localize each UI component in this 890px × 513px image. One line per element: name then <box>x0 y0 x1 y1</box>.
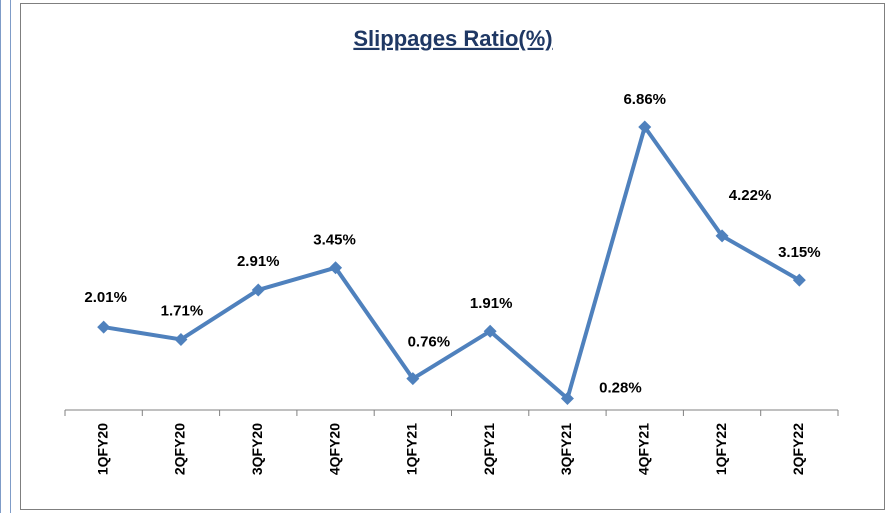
x-tick-label: 3QFY20 <box>249 423 265 475</box>
x-tick-label: 2QFY22 <box>790 423 806 475</box>
x-tick-label: 1QFY21 <box>404 423 420 475</box>
x-tick-label: 2QFY20 <box>172 423 188 475</box>
data-label: 1.91% <box>470 295 513 312</box>
x-tick-label: 1QFY20 <box>94 423 110 475</box>
marker <box>560 391 574 405</box>
data-label: 0.28% <box>599 379 642 396</box>
data-label: 6.86% <box>623 91 666 108</box>
x-tick-label: 1QFY22 <box>713 423 729 475</box>
marker <box>251 283 265 297</box>
marker <box>406 372 420 386</box>
data-label: 4.22% <box>729 187 772 204</box>
line <box>103 125 801 401</box>
data-label: 0.76% <box>408 334 451 351</box>
side-border <box>0 0 11 513</box>
data-label: 1.71% <box>161 302 204 319</box>
x-tick-label: 4QFY20 <box>326 423 342 475</box>
x-tick-label: 2QFY21 <box>481 423 497 475</box>
marker <box>97 320 111 334</box>
data-label: 2.01% <box>84 289 127 306</box>
marker <box>792 273 806 287</box>
data-label: 3.45% <box>313 232 356 249</box>
marker <box>483 324 497 338</box>
data-label: 3.15% <box>778 244 821 261</box>
data-label: 2.91% <box>237 253 280 270</box>
marker <box>715 229 729 243</box>
marker <box>638 120 652 134</box>
chart-title: Slippages Ratio(%) <box>353 26 552 51</box>
marker <box>174 332 188 346</box>
x-tick-label: 3QFY21 <box>558 423 574 475</box>
marker <box>329 261 343 275</box>
chart-border <box>20 3 885 510</box>
x-tick-label: 4QFY21 <box>635 423 651 475</box>
